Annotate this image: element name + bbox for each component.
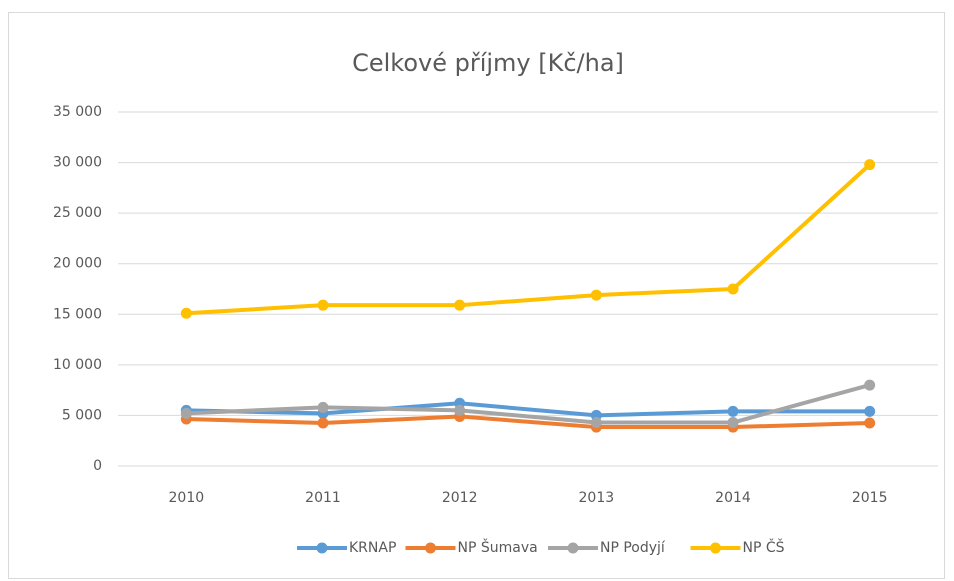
x-tick-label: 2014 (715, 490, 751, 506)
data-point (727, 405, 739, 417)
chart-border (8, 12, 945, 579)
y-tick-label: 35 000 (53, 104, 102, 120)
x-tick-label: 2013 (579, 490, 615, 506)
series-line (186, 163, 872, 316)
y-tick-label: 10 000 (53, 357, 102, 373)
legend-label: NP ČŠ (743, 538, 785, 556)
data-point (727, 283, 739, 295)
series-line (186, 383, 871, 425)
data-point (590, 289, 602, 301)
data-point (180, 307, 192, 319)
y-tick-label: 15 000 (53, 306, 102, 322)
data-point (180, 407, 192, 419)
chart-title: Celkové příjmy [Kč/ha] (352, 49, 624, 77)
data-point (454, 299, 466, 311)
data-point (864, 405, 876, 417)
y-tick-label: 5 000 (62, 407, 102, 423)
legend-marker (425, 542, 436, 554)
series-line (186, 401, 870, 418)
legend-marker (710, 542, 721, 554)
series-line (186, 414, 870, 430)
data-point (454, 404, 466, 416)
legend-label: NP Šumava (458, 538, 538, 556)
data-point (864, 417, 876, 429)
data-point (590, 417, 602, 429)
y-tick-label: 20 000 (53, 256, 102, 272)
legend-marker (567, 542, 579, 554)
x-tick-label: 2012 (442, 490, 478, 506)
data-point (864, 159, 876, 171)
data-point (317, 417, 329, 429)
y-tick-label: 30 000 (53, 155, 102, 171)
legend-marker (316, 542, 328, 554)
x-tick-label: 2010 (169, 490, 205, 506)
y-tick-label: 0 (93, 458, 102, 474)
x-tick-label: 2015 (852, 490, 888, 506)
legend-label: NP Podyjí (600, 540, 666, 556)
legend-label: KRNAP (349, 540, 396, 556)
data-point (864, 379, 876, 391)
y-tick-label: 25 000 (53, 205, 102, 221)
x-tick-label: 2011 (305, 490, 341, 506)
data-point (317, 299, 329, 311)
data-point (727, 417, 739, 429)
data-point (317, 401, 329, 413)
